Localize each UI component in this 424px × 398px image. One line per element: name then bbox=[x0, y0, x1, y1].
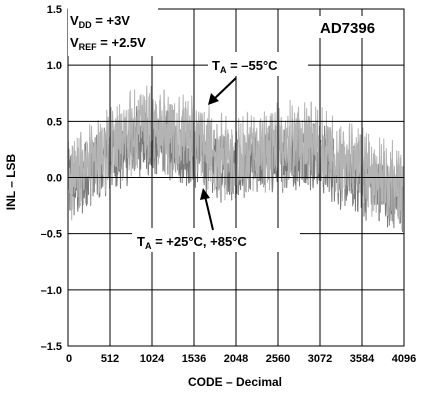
x-tick-label: 4096 bbox=[392, 353, 416, 365]
condition-vdd: VDD = +3V bbox=[70, 13, 130, 30]
x-tick-label: 512 bbox=[101, 353, 119, 365]
y-tick-label: 0.0 bbox=[47, 173, 62, 185]
x-tick-label: 3584 bbox=[350, 353, 375, 365]
y-tick-label: 1.0 bbox=[47, 60, 62, 72]
x-tick-labels: 0 512 1024 1536 2048 2560 3072 3584 4096 bbox=[66, 353, 416, 365]
conditions-bg bbox=[68, 8, 158, 56]
device-label-bg bbox=[318, 16, 398, 38]
label-hot-bg bbox=[132, 228, 300, 252]
condition-vref: VREF = +2.5V bbox=[70, 35, 146, 52]
x-tick-label: 3072 bbox=[308, 353, 332, 365]
y-tick-label: 0.5 bbox=[47, 116, 62, 128]
y-tick-labels: 1.5 1.0 0.5 0.0 –0.5 –1.0 –1.5 bbox=[41, 4, 62, 353]
x-tick-label: 2048 bbox=[224, 353, 248, 365]
arrow-cold-head bbox=[208, 93, 219, 105]
label-hot: TA = +25°C, +85°C bbox=[137, 234, 247, 251]
plot-frame bbox=[67, 8, 405, 347]
device-label: AD7396 bbox=[320, 20, 375, 37]
y-tick-label: 1.5 bbox=[47, 4, 62, 16]
arrow-hot-head bbox=[200, 188, 210, 200]
arrow-cold-shaft bbox=[212, 77, 237, 101]
x-tick-label: 0 bbox=[66, 353, 72, 365]
y-tick-label: –0.5 bbox=[41, 229, 62, 241]
y-axis-title: INL – LSB bbox=[4, 153, 18, 210]
arrow-hot-shaft bbox=[204, 195, 214, 231]
x-axis-title: CODE – Decimal bbox=[188, 375, 282, 389]
y-tick-label: –1.5 bbox=[41, 341, 62, 353]
y-tick-label: –1.0 bbox=[41, 285, 62, 297]
x-tick-label: 1024 bbox=[140, 353, 165, 365]
label-cold: TA = –55°C bbox=[212, 58, 278, 75]
label-cold-bg bbox=[208, 52, 308, 76]
x-tick-label: 2560 bbox=[266, 353, 290, 365]
x-tick-label: 1536 bbox=[182, 353, 206, 365]
